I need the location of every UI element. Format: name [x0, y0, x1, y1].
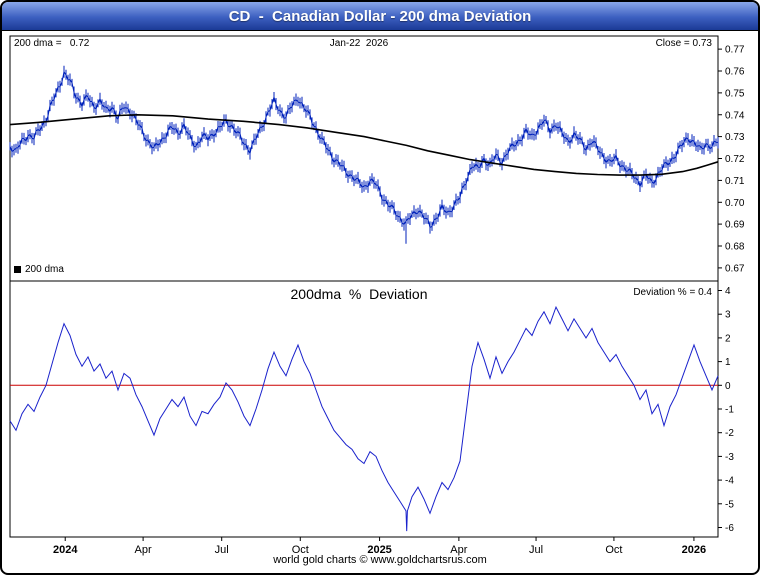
dma-legend: 200 dma — [14, 264, 64, 275]
svg-text:2026: 2026 — [682, 544, 706, 556]
svg-text:0.77: 0.77 — [725, 45, 745, 56]
svg-text:1: 1 — [725, 357, 731, 368]
deviation-value-annotation: Deviation % = 0.4 — [633, 287, 712, 298]
dma-value-annotation: 200 dma = 0.72 — [14, 38, 90, 49]
svg-text:0.72: 0.72 — [725, 154, 745, 165]
deviation-panel-title: 200dma % Deviation — [290, 286, 428, 302]
dma-legend-swatch-icon — [14, 266, 21, 273]
svg-text:Apr: Apr — [450, 544, 467, 556]
svg-text:0.69: 0.69 — [725, 220, 745, 231]
svg-text:-3: -3 — [725, 452, 734, 463]
date-annotation: Jan-22 2026 — [329, 38, 389, 49]
svg-text:4: 4 — [725, 286, 731, 297]
svg-text:-1: -1 — [725, 405, 734, 416]
svg-text:0.74: 0.74 — [725, 110, 745, 121]
dma-legend-label: 200 dma — [25, 264, 64, 275]
svg-text:0.76: 0.76 — [725, 67, 745, 78]
svg-text:2025: 2025 — [367, 544, 391, 556]
svg-text:0.70: 0.70 — [725, 198, 745, 209]
svg-text:Jul: Jul — [529, 544, 543, 556]
svg-text:0.73: 0.73 — [725, 132, 745, 143]
close-value-annotation: Close = 0.73 — [655, 38, 712, 49]
svg-text:-5: -5 — [725, 499, 734, 510]
dma-line — [9, 113, 719, 176]
svg-text:Jul: Jul — [215, 544, 229, 556]
plot-frame — [9, 35, 719, 538]
svg-text:Oct: Oct — [292, 544, 309, 556]
svg-text:2024: 2024 — [53, 544, 78, 556]
title-bar: CD - Canadian Dollar - 200 dma Deviation — [2, 2, 758, 31]
window-title: CD - Canadian Dollar - 200 dma Deviation — [228, 7, 532, 25]
deviation-line — [9, 305, 719, 532]
svg-text:Apr: Apr — [135, 544, 152, 556]
svg-text:0.67: 0.67 — [725, 263, 745, 274]
footer-credit: world gold charts © www.goldchartsrus.co… — [273, 554, 487, 566]
svg-text:-4: -4 — [725, 476, 734, 487]
svg-text:0: 0 — [725, 381, 731, 392]
svg-text:Oct: Oct — [605, 544, 622, 556]
svg-text:0.71: 0.71 — [725, 176, 745, 187]
svg-text:0.68: 0.68 — [725, 242, 745, 253]
svg-text:-2: -2 — [725, 428, 734, 439]
svg-text:3: 3 — [725, 310, 731, 321]
svg-text:-6: -6 — [725, 523, 734, 534]
svg-text:0.75: 0.75 — [725, 88, 745, 99]
svg-text:2: 2 — [725, 333, 731, 344]
